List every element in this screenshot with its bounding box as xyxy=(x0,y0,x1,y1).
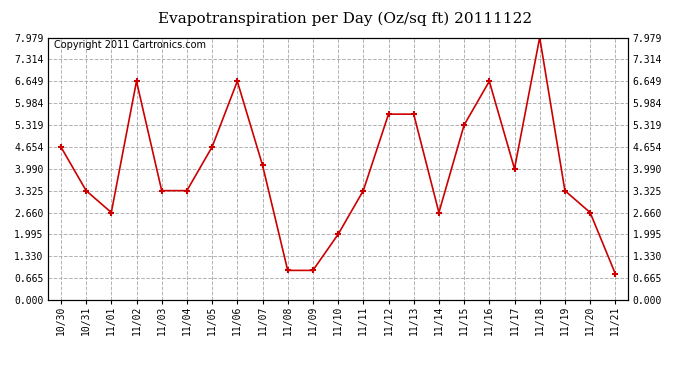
Text: Evapotranspiration per Day (Oz/sq ft) 20111122: Evapotranspiration per Day (Oz/sq ft) 20… xyxy=(158,11,532,26)
Text: Copyright 2011 Cartronics.com: Copyright 2011 Cartronics.com xyxy=(54,40,206,50)
